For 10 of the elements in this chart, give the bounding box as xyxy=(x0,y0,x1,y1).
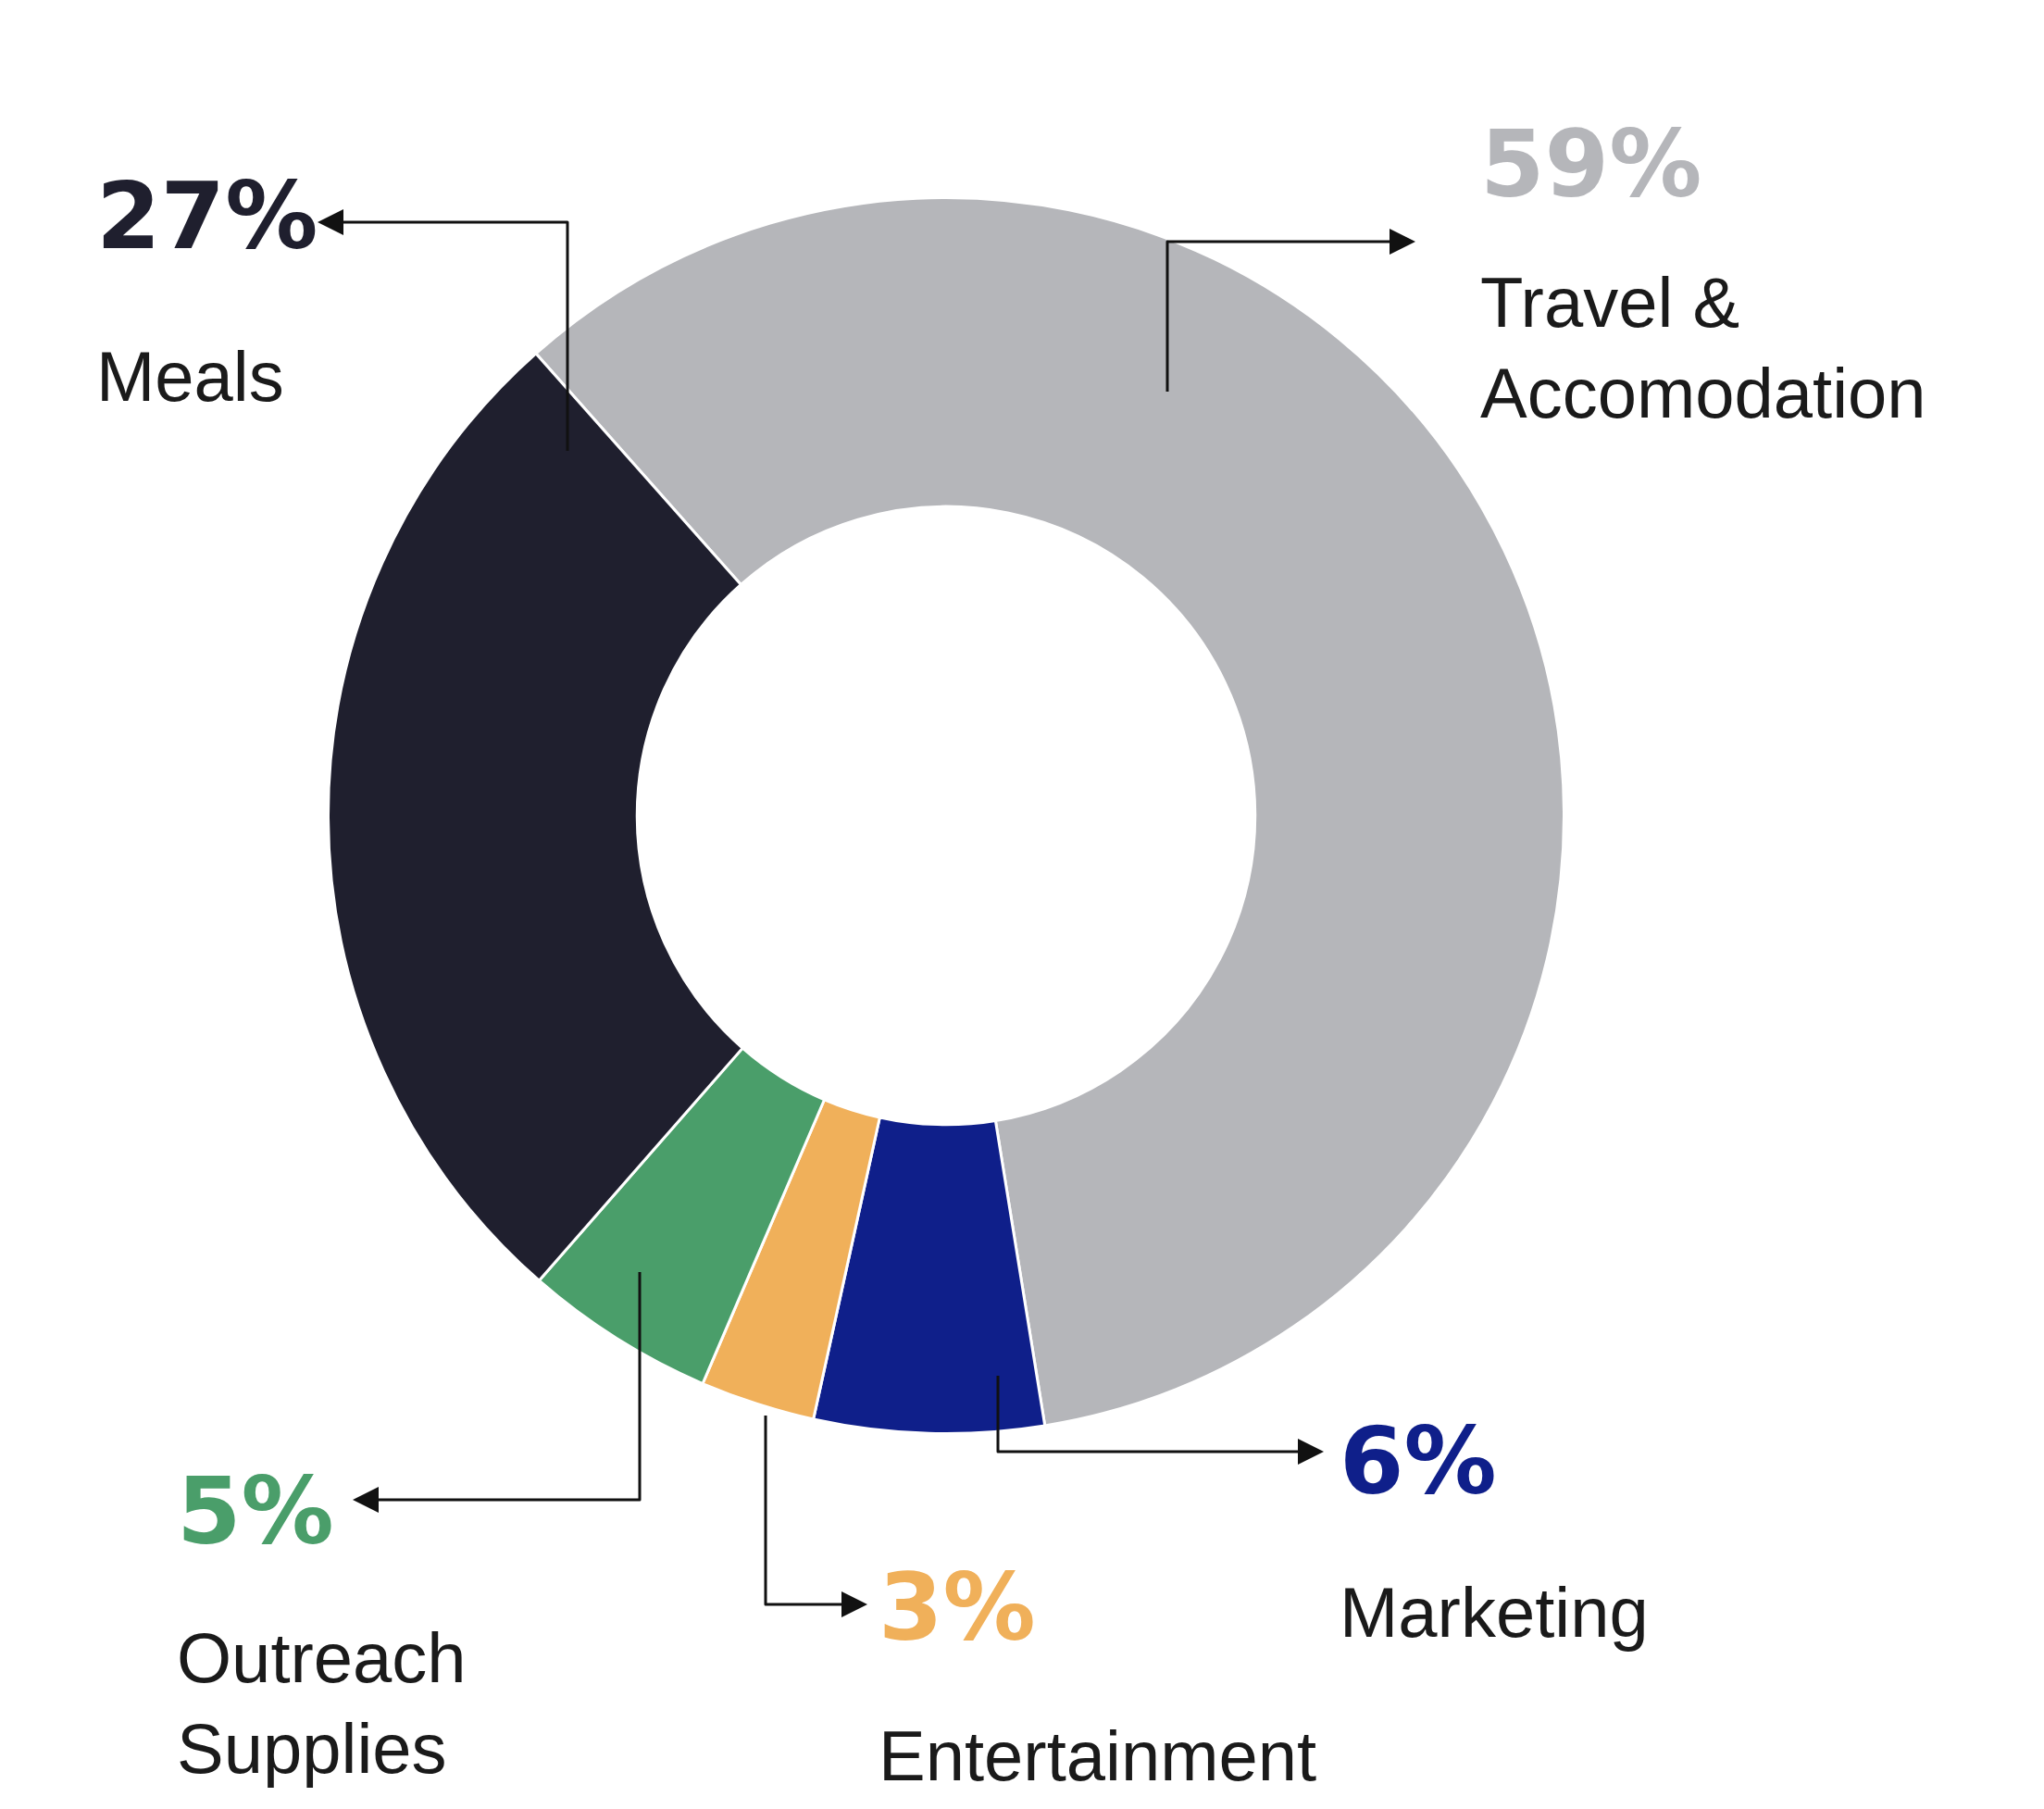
slice-label: Meals xyxy=(96,337,284,416)
slice-label: Travel & Accomodation xyxy=(1480,263,1926,432)
data-label: 5% xyxy=(177,1457,334,1566)
slice-label: Marketing xyxy=(1340,1573,1649,1652)
data-label: 3% xyxy=(879,1553,1036,1662)
data-label: 59% xyxy=(1480,110,1702,218)
slice-label: Entertainment xyxy=(879,1716,1317,1795)
slice-label: Outreach Supplies xyxy=(177,1618,467,1788)
data-label: 6% xyxy=(1340,1407,1497,1516)
data-label: 27% xyxy=(96,162,318,270)
